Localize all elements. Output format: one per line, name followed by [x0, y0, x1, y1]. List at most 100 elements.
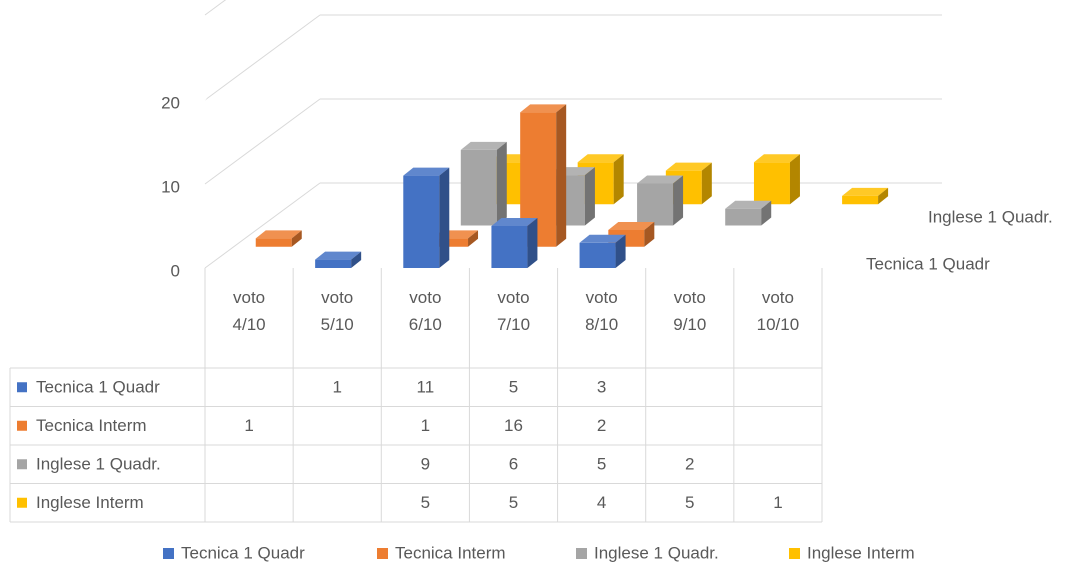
bar-front: [255, 238, 292, 247]
bar-side: [789, 154, 800, 205]
bar-side: [439, 167, 450, 268]
bar-side: [468, 230, 479, 247]
bar-side: [291, 230, 302, 247]
table-cell: 2: [597, 416, 606, 435]
bar-side: [878, 187, 889, 205]
bar-top: [608, 221, 655, 230]
bar-front: [637, 183, 674, 226]
depth-label: Tecnica 1 Quadr: [866, 254, 990, 273]
bar-side: [584, 167, 595, 226]
bar-front: [725, 208, 762, 226]
y-tick-label: 20: [161, 93, 180, 112]
bar-side: [615, 234, 626, 268]
bar-side: [701, 162, 712, 205]
bar-front: [403, 175, 440, 268]
legend-label: Tecnica 1 Quadr: [181, 543, 305, 562]
legend-swatch: [576, 548, 587, 559]
grid-line: [204, 0, 227, 16]
grid-line: [204, 0, 274, 101]
bar-side: [496, 141, 507, 226]
x-tick-label: voto 6/10: [408, 288, 442, 334]
table-swatch: [17, 420, 27, 431]
bar-top: [637, 175, 684, 184]
table-cell: 11: [417, 378, 435, 397]
x-tick-label: voto 10/10: [756, 288, 800, 334]
table-row-label: Tecnica Interm: [36, 416, 147, 435]
bar-front: [315, 259, 352, 268]
bar: [725, 200, 772, 226]
x-tick-label: voto 8/10: [585, 288, 619, 334]
bar-top: [725, 200, 772, 209]
bar-side: [527, 218, 538, 268]
table-cell: 5: [685, 493, 694, 512]
bar-front: [432, 238, 469, 247]
bar: [403, 167, 450, 268]
table-row-label: Inglese Interm: [36, 493, 144, 512]
legend-label: Inglese Interm: [807, 543, 915, 562]
depth-label: Inglese 1 Quadr.: [928, 207, 1053, 226]
table-cell: 4: [597, 493, 606, 512]
table-cell: 1: [773, 493, 782, 512]
bar: [753, 154, 800, 205]
table-row-label: Inglese 1 Quadr.: [36, 455, 161, 474]
bar-top: [753, 154, 800, 163]
table-row-label: Tecnica 1 Quadr: [36, 378, 160, 397]
y-tick-label: 10: [161, 177, 180, 196]
bar-top: [520, 104, 567, 113]
table-cell: 3: [597, 378, 606, 397]
table-cell: 5: [509, 378, 518, 397]
bar: [637, 175, 684, 226]
bar-top: [460, 141, 507, 150]
x-tick-label: voto 5/10: [320, 288, 354, 334]
bar: [315, 251, 362, 268]
grid-line: [204, 182, 321, 269]
table-swatch: [17, 382, 27, 393]
bar-side: [761, 200, 772, 226]
table-cell: 5: [509, 493, 518, 512]
table-cell: 1: [244, 416, 253, 435]
bar: [255, 230, 302, 247]
bar-side: [556, 104, 567, 247]
bar-top: [255, 230, 302, 239]
x-tick-label: voto 9/10: [673, 288, 707, 334]
bar: [579, 234, 626, 268]
bar: [491, 218, 538, 268]
bar-top: [665, 162, 712, 171]
legend-swatch: [163, 548, 174, 559]
y-tick-label: 0: [171, 261, 180, 280]
table-swatch: [17, 459, 27, 470]
legend-label: Inglese 1 Quadr.: [594, 543, 719, 562]
bar-front: [460, 149, 497, 226]
bar-front: [842, 195, 879, 205]
table-cell: 5: [597, 455, 606, 474]
bar-front: [491, 226, 528, 268]
bar-front: [753, 162, 790, 205]
table-cell: 1: [421, 416, 430, 435]
legend-swatch: [377, 548, 388, 559]
bar-top: [491, 218, 538, 226]
grid-line: [204, 14, 321, 101]
bar-side: [644, 221, 655, 247]
bar-top: [315, 251, 362, 260]
bar-side: [613, 154, 624, 205]
table-cell: 1: [332, 378, 341, 397]
table-cell: 5: [421, 493, 430, 512]
bar-top: [579, 234, 626, 243]
x-tick-label: voto 4/10: [232, 288, 266, 334]
bar-front: [579, 242, 616, 268]
bar-side: [351, 251, 362, 268]
table-cell: 16: [504, 416, 523, 435]
table-cell: 2: [685, 455, 694, 474]
bar-top: [842, 187, 889, 196]
x-tick-label: voto 7/10: [496, 288, 531, 334]
bar: [842, 187, 889, 205]
table-swatch: [17, 497, 27, 508]
legend-swatch: [789, 548, 800, 559]
bar-top: [403, 167, 450, 176]
table-cell: 9: [421, 455, 430, 474]
bar: [460, 141, 507, 226]
legend-label: Tecnica Interm: [395, 543, 506, 562]
table-cell: 6: [509, 455, 518, 474]
